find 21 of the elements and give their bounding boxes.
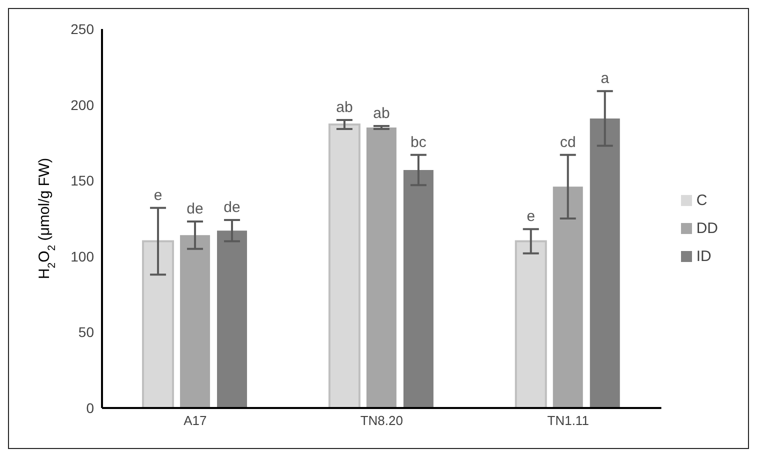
y-tick-label: 50 [78, 324, 94, 340]
annotation: e [526, 208, 536, 226]
annotation: a [600, 70, 610, 88]
annotation: de [224, 199, 240, 216]
y-tick-label: 150 [70, 172, 94, 189]
x-tick-label: A17 [184, 413, 207, 428]
annotation: bc [410, 134, 427, 151]
x-tick-label: TN1.11 [547, 413, 589, 428]
annotation: cd [560, 134, 576, 151]
x-tick-label: TN8.20 [360, 413, 403, 428]
annotation: ab [373, 105, 390, 122]
annotation: e [154, 186, 162, 204]
legend-label: C [696, 192, 708, 208]
y-tick-label: 0 [86, 400, 94, 416]
y-tick-label: 250 [70, 20, 94, 37]
y-tick-label: 100 [70, 248, 94, 264]
annotation: ab [336, 98, 353, 116]
y-tick-label: 200 [70, 96, 94, 113]
annotation: de [186, 200, 204, 218]
legend-label: ID [696, 248, 712, 264]
legend-label: DD [696, 220, 718, 236]
